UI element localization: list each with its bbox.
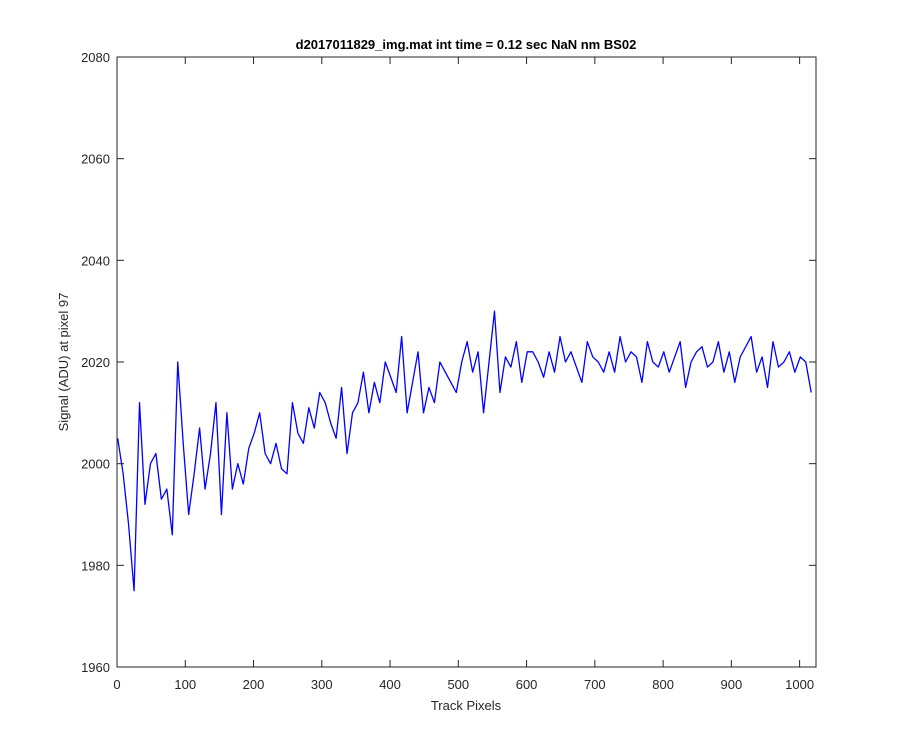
x-tick-label: 500 — [447, 677, 469, 692]
x-tick-label: 200 — [243, 677, 265, 692]
y-tick-label: 2060 — [81, 152, 110, 167]
y-tick-label: 2080 — [81, 50, 110, 65]
x-tick-label: 700 — [584, 677, 606, 692]
series-line-0 — [117, 310, 812, 592]
x-axis-label: Track Pixels — [431, 698, 502, 713]
chart-title: d2017011829_img.mat int time = 0.12 sec … — [296, 37, 637, 52]
x-tick-label: 100 — [174, 677, 196, 692]
x-tick-label: 400 — [379, 677, 401, 692]
ticks-layer: 0 100 200 300 400 500 600 700 800 900 1000 1960 1980… — [81, 50, 816, 692]
series-layer — [117, 310, 812, 592]
y-tick-label: 1980 — [81, 558, 110, 573]
x-tick-label: 900 — [721, 677, 743, 692]
axes-background — [117, 57, 816, 667]
x-tick-label: 0 — [113, 677, 120, 692]
y-tick-label: 1960 — [81, 660, 110, 675]
x-tick-label: 1000 — [785, 677, 814, 692]
y-tick-label: 2020 — [81, 355, 110, 370]
y-axis-label: Signal (ADU) at pixel 97 — [56, 293, 71, 432]
x-tick-label: 800 — [652, 677, 674, 692]
y-tick-label: 2000 — [81, 457, 110, 472]
y-tick-label: 2040 — [81, 253, 110, 268]
x-tick-label: 300 — [311, 677, 333, 692]
x-tick-label: 600 — [516, 677, 538, 692]
axes-box — [116, 56, 817, 668]
